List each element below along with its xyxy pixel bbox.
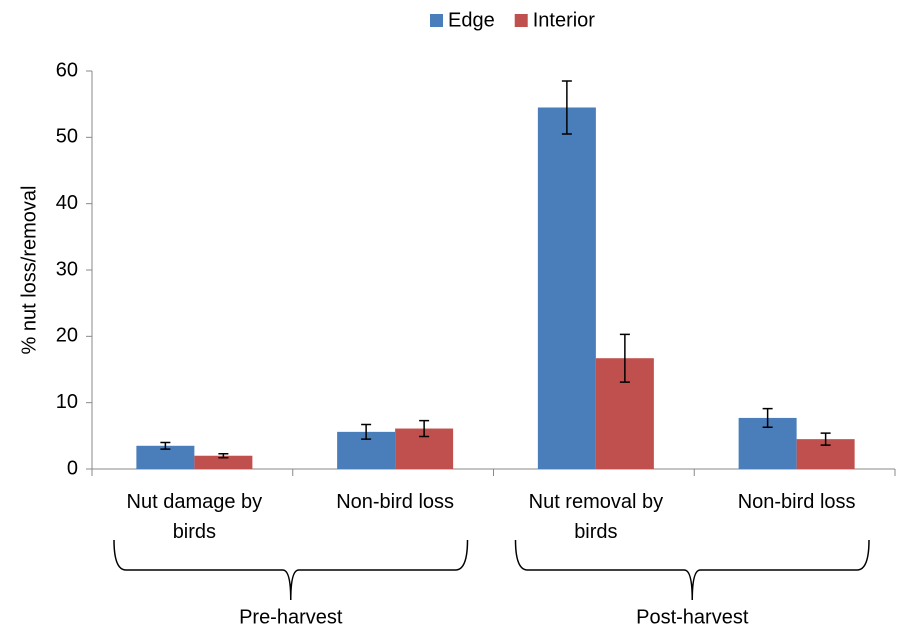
bar — [136, 445, 195, 469]
y-tick-label: 0 — [67, 457, 78, 479]
error-bar — [762, 407, 773, 428]
y-tick-label: 60 — [56, 59, 78, 81]
error-bar — [361, 423, 372, 440]
error-bar — [218, 452, 229, 459]
x-tick-label: Non-bird loss — [336, 491, 455, 513]
group-label: Pre-harvest — [239, 606, 343, 628]
x-tick-label: Nut removal by birds — [528, 491, 664, 543]
legend-label: Interior — [533, 9, 596, 31]
legend-swatch — [514, 14, 528, 27]
error-bar — [419, 419, 430, 438]
group-brace — [514, 539, 870, 601]
error-bar — [820, 432, 831, 446]
group-brace — [113, 539, 469, 601]
x-tick-label: Non-bird loss — [737, 491, 856, 513]
y-axis-label: % nut loss/removal — [18, 186, 40, 355]
y-tick-label: 30 — [56, 258, 78, 280]
legend-label: Edge — [448, 9, 495, 31]
error-bar — [619, 333, 630, 383]
error-bar — [561, 80, 572, 135]
bar — [194, 455, 253, 469]
error-bar — [160, 441, 171, 450]
y-tick-label: 20 — [56, 325, 78, 347]
y-tick-label: 10 — [56, 391, 78, 413]
group-label: Post-harvest — [636, 606, 749, 628]
y-tick-label: 50 — [56, 126, 78, 148]
bar — [537, 107, 596, 469]
x-tick-label: Nut damage by birds — [126, 491, 263, 543]
y-tick-label: 40 — [56, 192, 78, 214]
legend-swatch — [430, 14, 443, 27]
